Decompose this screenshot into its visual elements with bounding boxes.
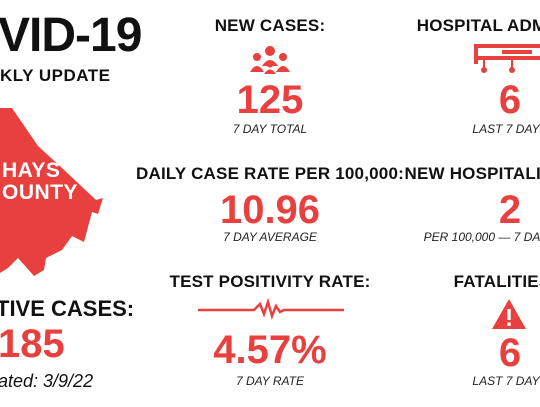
new-cases-label: NEW CASES: [214, 16, 326, 35]
county-name-line2: OUNTY [2, 181, 78, 205]
county-map-shape [0, 108, 103, 276]
page-title: VID-19 [0, 9, 142, 62]
fatalities-note: LAST 7 DAYS [472, 374, 540, 388]
county-name-line1: HAYS [2, 159, 61, 182]
new-hosp-label: NEW HOSPITALIZ [404, 164, 540, 183]
new-hosp-note: PER 100,000 — 7 DA [423, 230, 540, 244]
people-icon [250, 46, 290, 74]
hospital-admits-value: 6 [498, 78, 522, 122]
hospital-admits-note: LAST 7 DAYS [472, 122, 540, 136]
hospital-bed-icon [474, 44, 540, 73]
hospital-admits-label: HOSPITAL ADMI [416, 16, 540, 35]
fatalities-value: 6 [498, 331, 522, 375]
fatalities-label: FATALITIES [453, 272, 540, 291]
pulse-line-icon [198, 298, 344, 320]
county-name: HAYS OUNTY [2, 159, 102, 205]
positivity-note: 7 DAY RATE [235, 374, 305, 388]
positivity-value: 4.57% [213, 328, 327, 372]
daily-rate-label: DAILY CASE RATE PER 100,000: [136, 164, 404, 183]
warning-icon [492, 299, 526, 329]
page-subtitle: KLY UPDATE [0, 66, 111, 85]
new-cases-note: 7 DAY TOTAL [232, 122, 308, 136]
active-cases-label: TIVE CASES: [0, 296, 135, 321]
updated-date: ated: 3/9/22 [0, 371, 94, 391]
county-map [0, 108, 103, 276]
daily-rate-note: 7 DAY AVERAGE [223, 230, 317, 244]
daily-rate-value: 10.96 [219, 188, 321, 232]
positivity-label: TEST POSITIVITY RATE: [169, 272, 371, 291]
active-cases-value: 185 [0, 322, 65, 366]
new-hosp-value: 2 [498, 188, 522, 232]
new-cases-value: 125 [236, 78, 304, 122]
